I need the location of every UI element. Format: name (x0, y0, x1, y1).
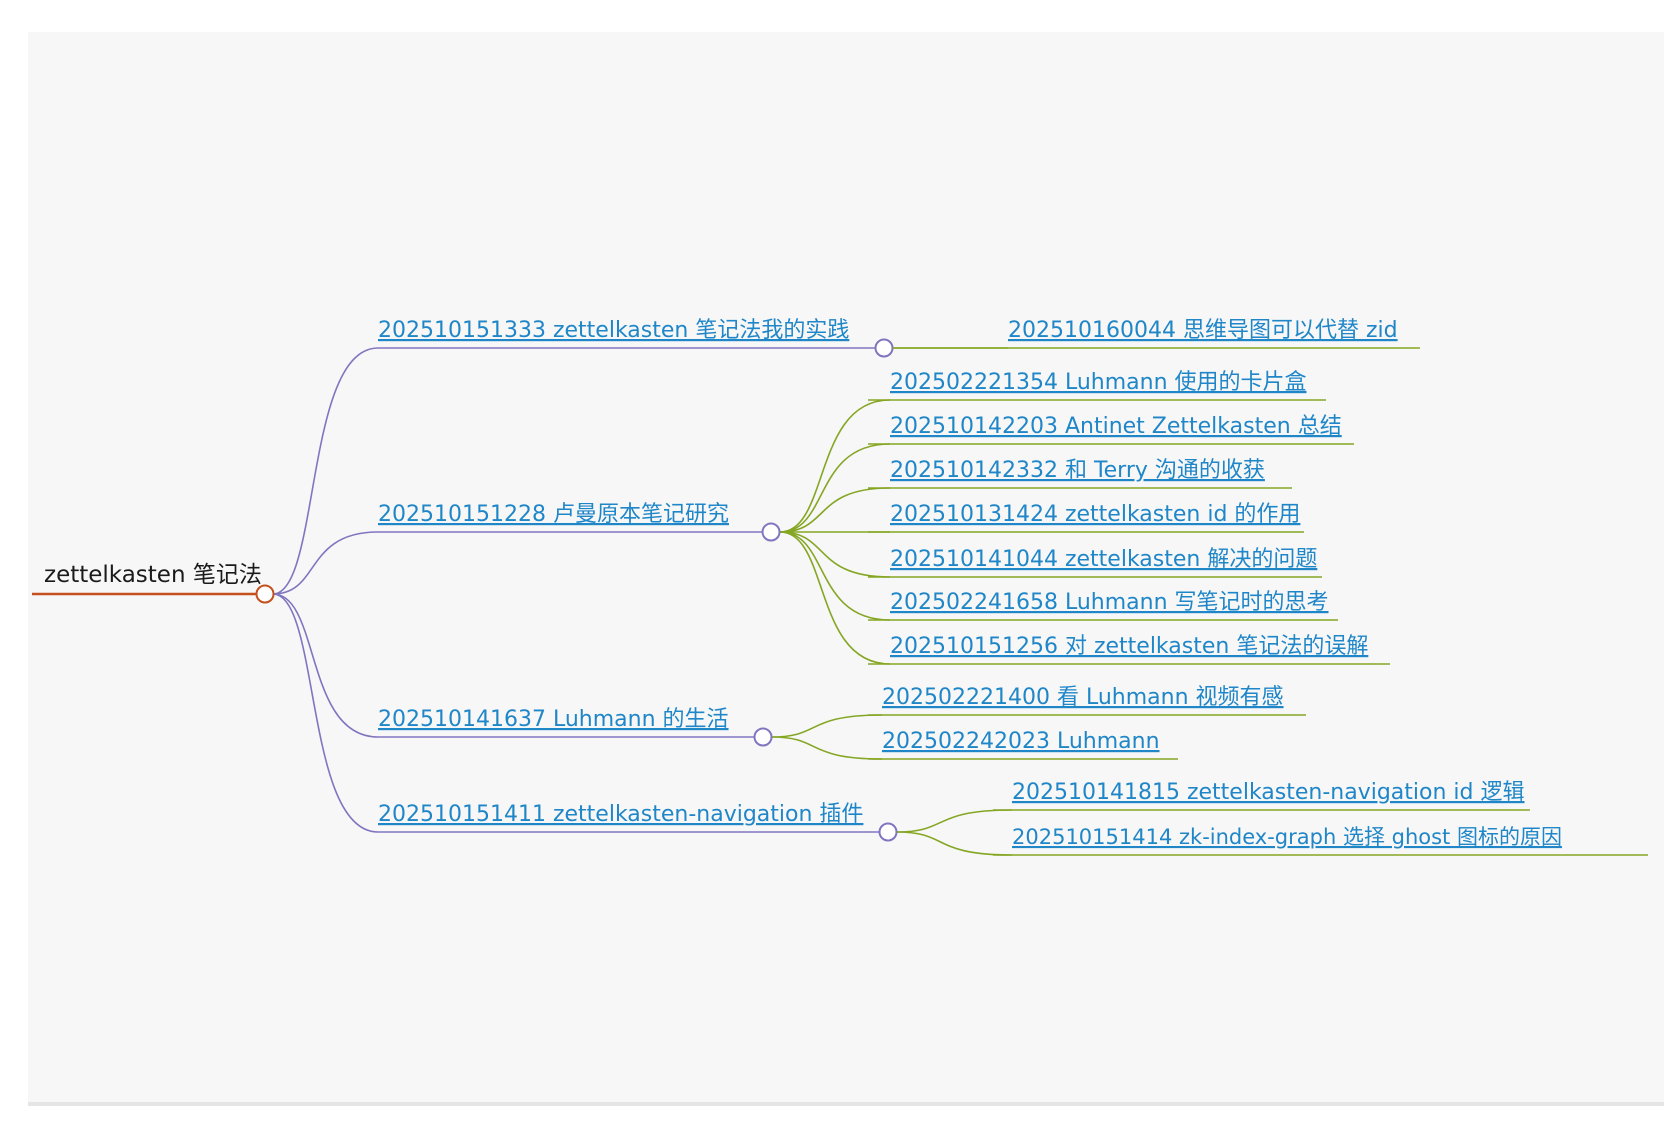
connector-edge (779, 531, 891, 621)
leaf-label[interactable]: 202502221354 Luhmann 使用的卡片盒 (890, 370, 1307, 395)
connector-edge (272, 531, 379, 595)
leaf-label[interactable]: 202510151414 zk-index-graph 选择 ghost 图标的… (1012, 825, 1562, 849)
branch-node-1[interactable]: 202510151333 zettelkasten 笔记法我的实践 (378, 318, 894, 358)
root-label: zettelkasten 笔记法 (44, 562, 262, 588)
connector-edge (896, 831, 1013, 856)
branch-collapse-toggle-2[interactable] (761, 522, 781, 542)
leaf-label[interactable]: 202502242023 Luhmann (882, 729, 1160, 754)
connector-edge (779, 531, 891, 578)
connector-edge (779, 443, 891, 533)
connector-edge (779, 487, 891, 533)
branch-label-2[interactable]: 202510151228 卢曼原本笔记研究 (378, 502, 729, 527)
connector-edge (771, 736, 883, 760)
connector-edge (771, 714, 883, 738)
connector-edge (779, 531, 891, 665)
branch-node-3[interactable]: 202510141637 Luhmann 的生活 (378, 707, 773, 747)
connector-edge (272, 347, 379, 595)
branch-label-1[interactable]: 202510151333 zettelkasten 笔记法我的实践 (378, 318, 849, 343)
leaf-label[interactable]: 202510160044 思维导图可以代替 zid (1008, 318, 1398, 343)
leaf-node[interactable]: 202510151256 对 zettelkasten 笔记法的误解 (868, 634, 1390, 665)
leaf-node[interactable]: 202510142332 和 Terry 沟通的收获 (868, 458, 1292, 489)
leaf-node[interactable]: 202510131424 zettelkasten id 的作用 (868, 502, 1304, 533)
branch-node-2[interactable]: 202510151228 卢曼原本笔记研究 (378, 502, 781, 542)
leaf-label[interactable]: 202510151256 对 zettelkasten 笔记法的误解 (890, 634, 1368, 659)
branch-label-4[interactable]: 202510151411 zettelkasten-navigation 插件 (378, 802, 863, 827)
leaf-label[interactable]: 202510141815 zettelkasten-navigation id … (1012, 780, 1525, 805)
mindmap-diagram: zettelkasten 笔记法 202510151333 zettelkast… (32, 318, 1648, 856)
branch-node-4[interactable]: 202510151411 zettelkasten-navigation 插件 (378, 802, 898, 842)
connector-edge (896, 809, 1013, 833)
leaf-node[interactable]: 202502221354 Luhmann 使用的卡片盒 (868, 370, 1326, 401)
branch-collapse-toggle-3[interactable] (753, 727, 773, 747)
leaf-node[interactable]: 202510151414 zk-index-graph 选择 ghost 图标的… (993, 825, 1648, 856)
leaf-node[interactable]: 202502241658 Luhmann 写笔记时的思考 (868, 590, 1338, 621)
leaf-label[interactable]: 202502241658 Luhmann 写笔记时的思考 (890, 590, 1329, 615)
mindmap-canvas: zettelkasten 笔记法 202510151333 zettelkast… (28, 32, 1664, 1106)
leaf-node[interactable]: 202510160044 思维导图可以代替 zid (893, 318, 1420, 349)
branch-label-3[interactable]: 202510141637 Luhmann 的生活 (378, 707, 729, 732)
connector-edge (779, 399, 891, 533)
leaf-node[interactable]: 202510141044 zettelkasten 解决的问题 (868, 547, 1322, 578)
connector-edge (272, 593, 379, 833)
branch-collapse-toggle-4[interactable] (878, 822, 898, 842)
leaf-label[interactable]: 202510141044 zettelkasten 解决的问题 (890, 547, 1317, 572)
leaf-node[interactable]: 202502221400 看 Luhmann 视频有感 (868, 685, 1306, 716)
leaf-label[interactable]: 202510131424 zettelkasten id 的作用 (890, 502, 1300, 527)
leaf-node[interactable]: 202502242023 Luhmann (868, 729, 1178, 760)
leaf-node[interactable]: 202510142203 Antinet Zettelkasten 总结 (868, 414, 1354, 445)
leaf-node[interactable]: 202510141815 zettelkasten-navigation id … (993, 780, 1530, 811)
connector-edge (272, 593, 379, 738)
leaf-label[interactable]: 202510142203 Antinet Zettelkasten 总结 (890, 414, 1342, 439)
root-collapse-toggle[interactable] (255, 584, 275, 604)
root-node[interactable]: zettelkasten 笔记法 (32, 562, 275, 604)
mindmap-edges (272, 347, 1013, 856)
leaf-label[interactable]: 202510142332 和 Terry 沟通的收获 (890, 458, 1265, 483)
branch-collapse-toggle-1[interactable] (874, 338, 894, 358)
leaf-label[interactable]: 202502221400 看 Luhmann 视频有感 (882, 685, 1284, 710)
